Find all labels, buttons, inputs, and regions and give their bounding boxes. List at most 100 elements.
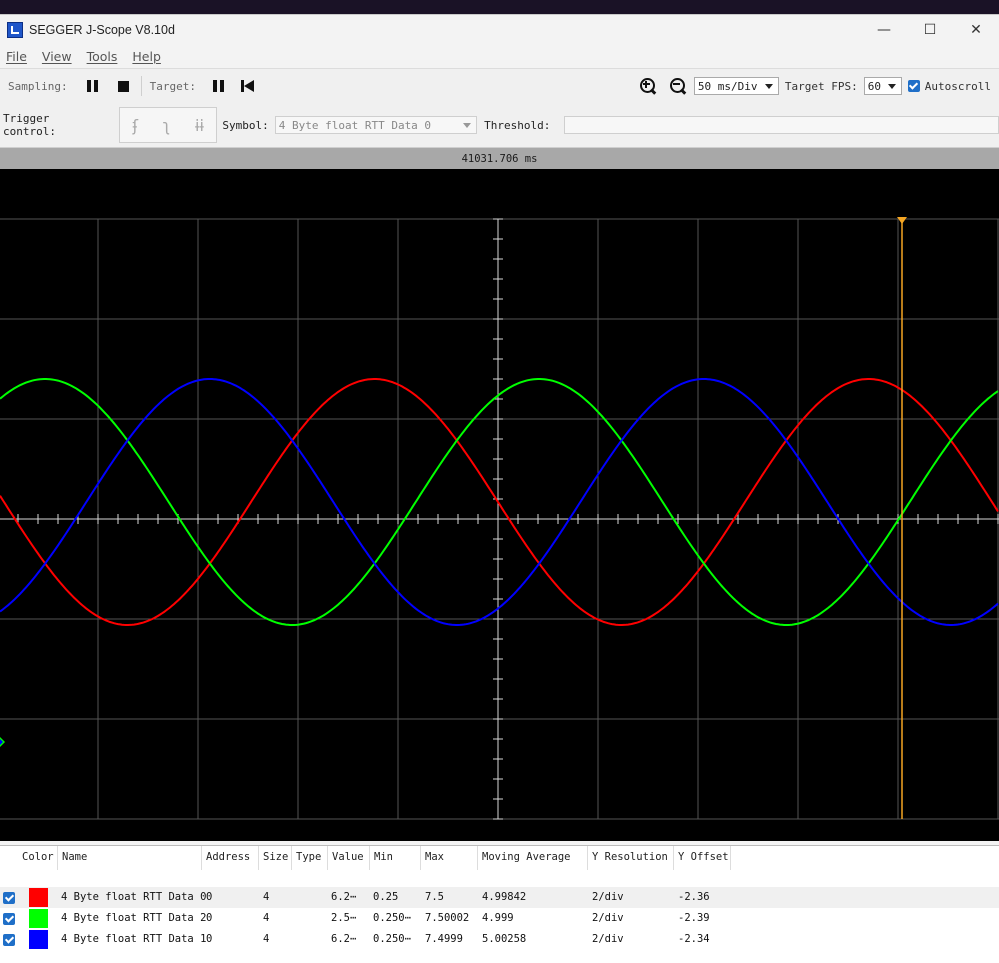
channel-moving-average: 4.99842 — [482, 891, 527, 903]
column-header-name[interactable]: Name — [58, 846, 202, 870]
channel-min: 0.25 — [373, 891, 399, 903]
time-div-select[interactable]: 50 ms/Div — [693, 77, 779, 95]
threshold-input[interactable] — [564, 116, 999, 134]
trigger-both-edges-button[interactable]: ɨɨ — [195, 115, 204, 135]
trigger-rising-edge-button[interactable]: ʄ — [132, 115, 138, 135]
fps-label: Target FPS: — [784, 79, 858, 93]
maximize-button[interactable]: ☐ — [923, 22, 937, 38]
column-header-min[interactable]: Min — [370, 846, 421, 870]
target-pause-button[interactable] — [210, 77, 228, 95]
time-cursor[interactable] — [0, 217, 907, 819]
table-row[interactable]: 4 Byte float RTT Data 0 0 4 6.2⋯ 0.25 7.… — [0, 887, 999, 908]
scope-traces — [0, 378, 999, 626]
channel-type — [292, 887, 296, 908]
app-logo-icon — [7, 22, 23, 38]
column-header-value[interactable]: Value — [328, 846, 370, 870]
channel-moving-average: 5.00258 — [482, 933, 527, 945]
scope-center-axes — [0, 218, 999, 820]
channel-visible-checkbox[interactable] — [3, 934, 15, 946]
fps-select[interactable]: 60 — [863, 77, 902, 95]
chevron-down-icon — [887, 84, 896, 89]
column-header-color[interactable]: Color — [18, 846, 58, 870]
menu-view[interactable]: View — [41, 48, 72, 64]
column-header-moving-average[interactable]: Moving Average — [478, 846, 588, 870]
time-position-bar: 41031.706 ms — [0, 148, 999, 169]
target-label: Target: — [149, 79, 196, 93]
table-row[interactable]: 4 Byte float RTT Data 1 0 4 6.2⋯ 0.250⋯ … — [0, 929, 999, 950]
column-header-address[interactable]: Address — [202, 846, 259, 870]
channel-table: Color Name Address Size Type Value Min M… — [0, 845, 999, 963]
channel-visible-checkbox[interactable] — [3, 892, 15, 904]
channel-color-swatch[interactable] — [29, 930, 48, 949]
symbol-value: 4 Byte float RTT Data 0 — [278, 118, 432, 132]
column-header-type[interactable]: Type — [292, 846, 328, 870]
signal-trace — [0, 378, 999, 626]
channel-marker[interactable] — [0, 739, 3, 745]
minimize-button[interactable]: — — [877, 22, 891, 38]
channel-size: 4 — [263, 933, 270, 945]
stop-icon — [118, 80, 130, 92]
channel-max: 7.4999 — [425, 933, 463, 945]
column-header-y-offset[interactable]: Y Offset — [674, 846, 731, 870]
channel-address: 0 — [206, 933, 213, 945]
menu-help[interactable]: Help — [132, 48, 161, 64]
channel-value: 6.2⋯ — [331, 933, 357, 945]
sampling-pause-button[interactable] — [84, 77, 102, 95]
time-position-readout: 41031.706 ms — [461, 152, 538, 165]
window-controls: — ☐ ✕ — [861, 15, 999, 45]
trigger-buttons: ʄ ʅ ɨɨ — [119, 107, 218, 143]
zoom-in-button[interactable] — [639, 77, 657, 95]
channel-visible-checkbox[interactable] — [3, 913, 15, 925]
channel-type — [292, 929, 296, 950]
autoscroll-label: Autoscroll — [924, 79, 991, 93]
title-bar: SEGGER J-Scope V8.10d — ☐ ✕ — [0, 15, 999, 45]
channel-name: 4 Byte float RTT Data 0 — [61, 891, 207, 903]
signal-trace — [0, 378, 999, 626]
channel-value: 6.2⋯ — [331, 891, 357, 903]
channel-size: 4 — [263, 912, 270, 924]
channel-min: 0.250⋯ — [373, 933, 411, 945]
autoscroll-checkbox[interactable] — [907, 80, 920, 92]
symbol-select[interactable]: 4 Byte float RTT Data 0 — [274, 116, 478, 134]
trigger-falling-edge-button[interactable]: ʅ — [162, 115, 171, 135]
skip-back-icon — [240, 80, 255, 92]
channel-max: 7.50002 — [425, 912, 470, 924]
channel-y-resolution: 2/div — [592, 912, 624, 924]
menu-file[interactable]: File — [6, 48, 27, 64]
zoom-out-button[interactable] — [669, 77, 687, 95]
time-cursor-handle[interactable] — [897, 217, 907, 224]
channel-name: 4 Byte float RTT Data 2 — [61, 912, 207, 924]
column-header-max[interactable]: Max — [421, 846, 478, 870]
pause-icon — [87, 80, 99, 92]
window-title: SEGGER J-Scope V8.10d — [29, 23, 175, 37]
column-header-y-resolution[interactable]: Y Resolution — [588, 846, 674, 870]
symbol-label: Symbol: — [222, 118, 269, 132]
sampling-stop-button[interactable] — [115, 77, 133, 95]
column-header-size[interactable]: Size — [259, 846, 292, 870]
channel-y-resolution: 2/div — [592, 933, 624, 945]
channel-color-swatch[interactable] — [29, 909, 48, 928]
channel-address: 0 — [206, 891, 213, 903]
channel-color-swatch[interactable] — [29, 888, 48, 907]
toolbar-divider — [140, 76, 142, 96]
menu-tools[interactable]: Tools — [86, 48, 118, 64]
signal-trace — [0, 378, 999, 626]
pause-icon — [213, 80, 225, 92]
channel-address: 0 — [206, 912, 213, 924]
trigger-control-label: Trigger control: — [3, 112, 56, 138]
target-reset-button[interactable] — [239, 77, 257, 95]
channel-y-resolution: 2/div — [592, 891, 624, 903]
table-row[interactable]: 4 Byte float RTT Data 2 0 4 2.5⋯ 0.250⋯ … — [0, 908, 999, 929]
scope-view[interactable] — [0, 169, 999, 841]
close-button[interactable]: ✕ — [970, 22, 982, 38]
channel-min: 0.250⋯ — [373, 912, 411, 924]
scope-plot[interactable] — [0, 169, 999, 841]
jscope-window: SEGGER J-Scope V8.10d — ☐ ✕ File View To… — [0, 14, 999, 963]
channel-type — [292, 908, 296, 929]
channel-value: 2.5⋯ — [331, 912, 357, 924]
zoom-out-icon — [669, 77, 687, 95]
menu-bar: File View Tools Help — [0, 45, 999, 67]
fps-value: 60 — [867, 79, 882, 93]
channel-y-offset: -2.34 — [678, 933, 710, 945]
time-div-value: 50 ms/Div — [697, 79, 758, 93]
